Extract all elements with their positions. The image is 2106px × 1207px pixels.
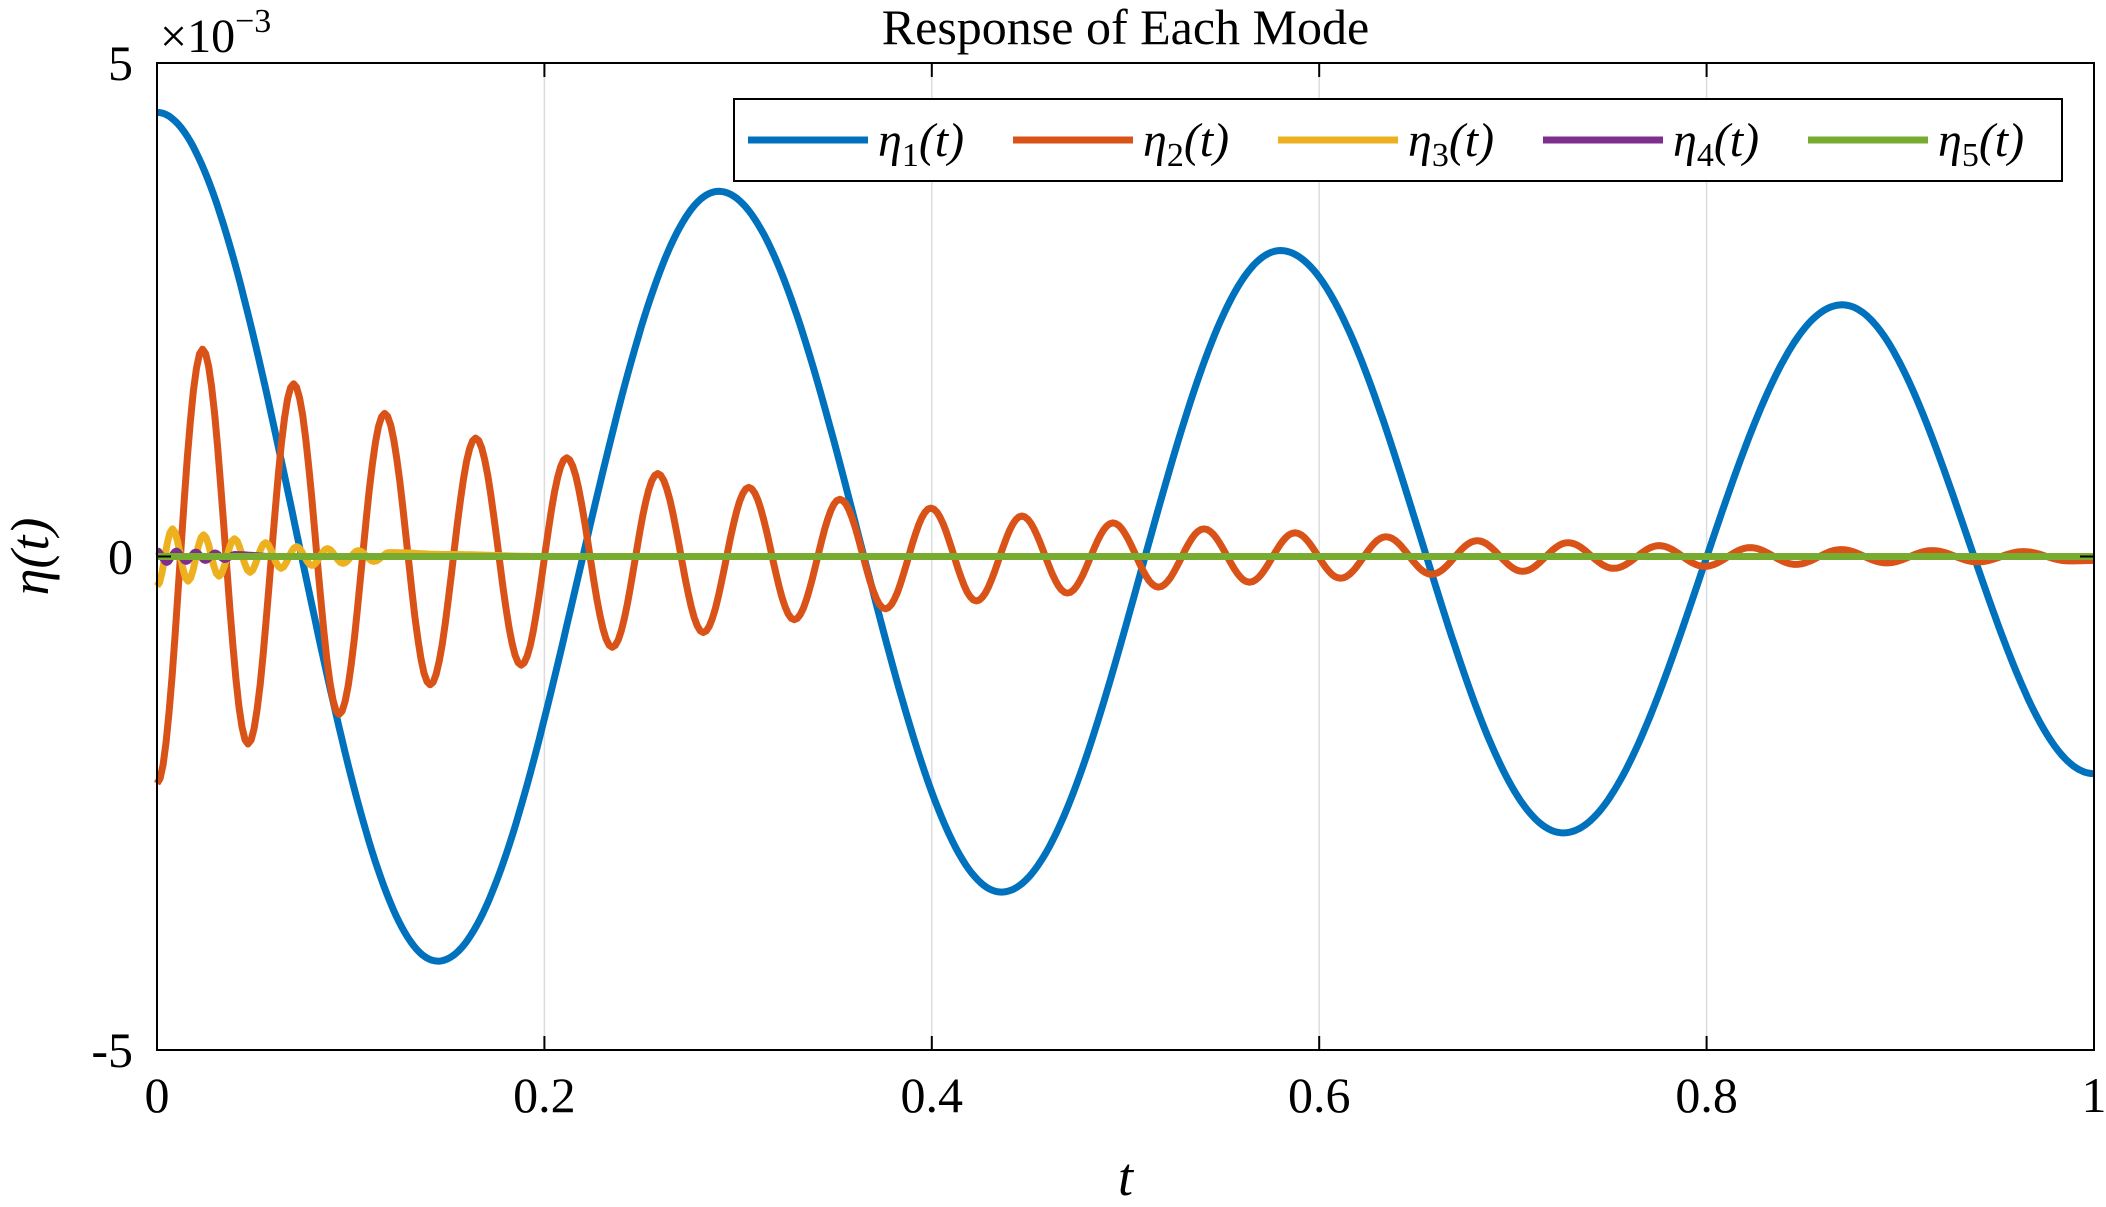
x-axis-label: t xyxy=(1118,1147,1135,1207)
y-tick-label-2: 5 xyxy=(108,35,133,91)
tick-labels: 0 0.2 0.4 0.6 0.8 1-505 xyxy=(91,35,2106,1123)
y-axis-label: η(t) xyxy=(0,518,60,596)
legend-label-3: η3(t) xyxy=(1408,114,1494,174)
legend-label-2: η2(t) xyxy=(1143,114,1229,174)
legend-label-5: η5(t) xyxy=(1938,114,2024,174)
y-exponent-power: −3 xyxy=(235,3,271,40)
x-tick-label-1: 0.2 xyxy=(513,1067,576,1123)
series-line-1 xyxy=(156,108,2095,965)
y-exponent-label: ×10−3 xyxy=(160,3,271,63)
x-tick-label-2: 0.4 xyxy=(901,1067,964,1123)
series-line-2 xyxy=(154,345,2095,786)
y-tick-label-0: -5 xyxy=(91,1022,133,1078)
x-tick-label-4: 0.8 xyxy=(1675,1067,1738,1123)
y-tick-label-1: 0 xyxy=(108,529,133,585)
tick-marks xyxy=(156,62,2095,1051)
x-tick-label-3: 0.6 xyxy=(1288,1067,1351,1123)
legend-label-4: η4(t) xyxy=(1673,114,1759,174)
y-exponent-base: ×10 xyxy=(160,10,235,63)
series-layer xyxy=(154,108,2095,965)
x-tick-label-5: 1 xyxy=(2082,1067,2106,1123)
legend-label-1: η1(t) xyxy=(878,114,964,174)
x-tick-label-0: 0 xyxy=(145,1067,170,1123)
chart-title: Response of Each Mode xyxy=(882,0,1369,55)
legend[interactable]: η1(t) η2(t) η3(t) η4(t) η5(t) xyxy=(733,98,2063,182)
